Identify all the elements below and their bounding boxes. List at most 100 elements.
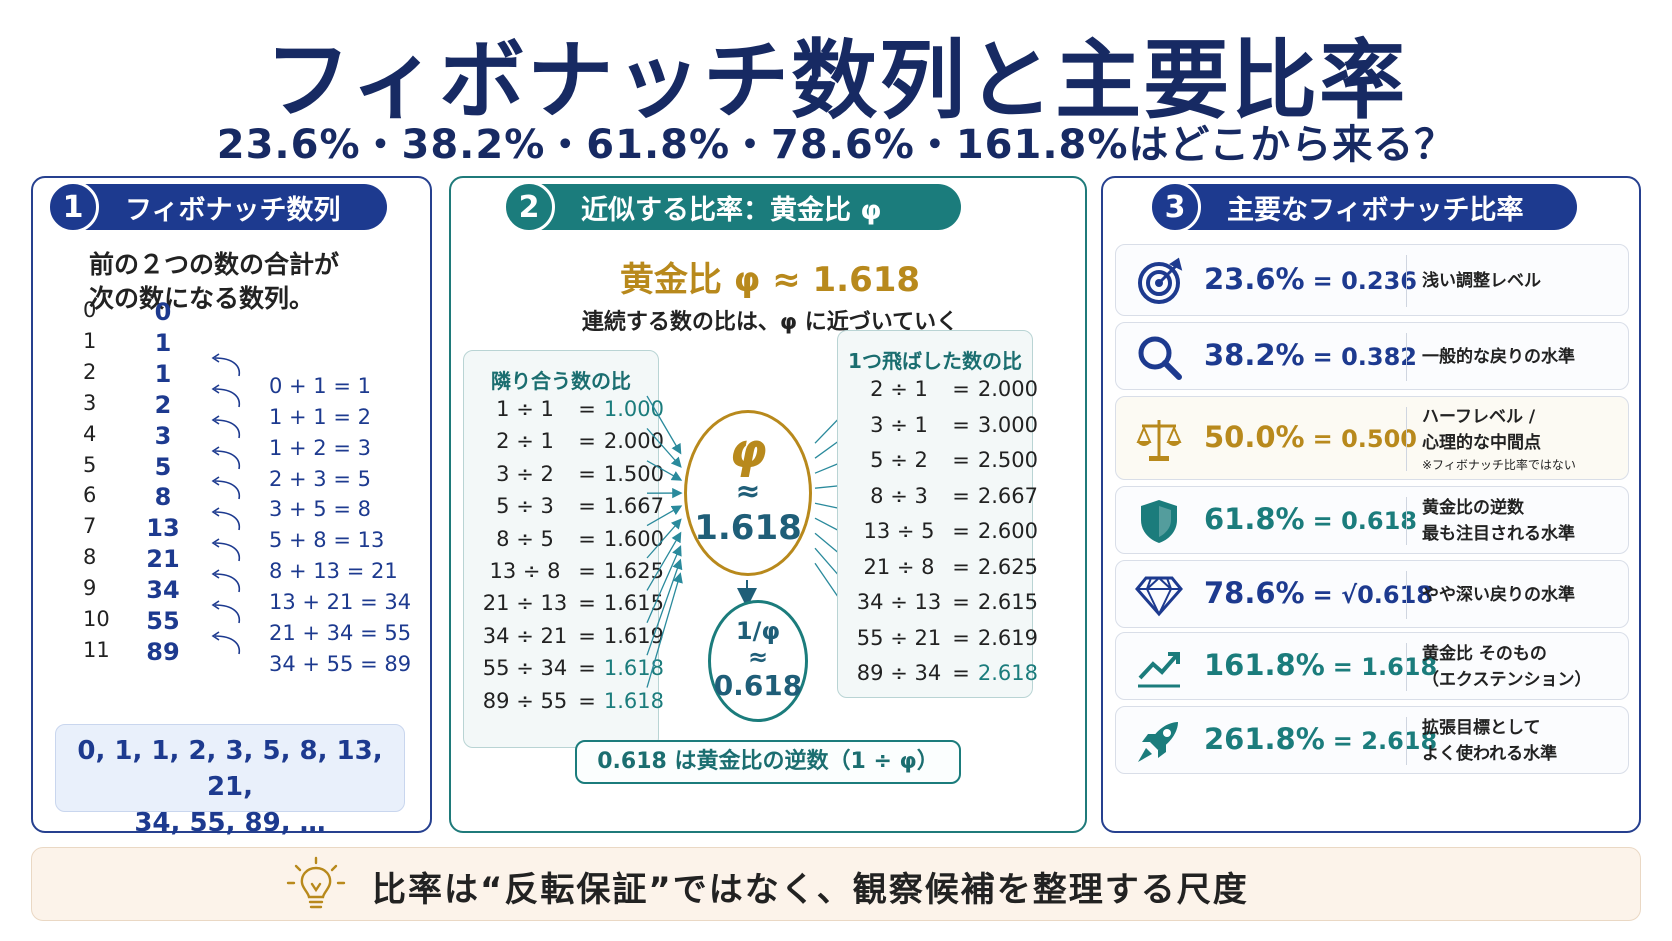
equals-sign: = <box>952 483 970 508</box>
ratio-decimal: = √0.618 <box>1312 581 1433 609</box>
sequence-index: 6 <box>83 483 97 508</box>
inverse-phi-oval: 1/φ ≈ 0.618 <box>708 600 808 722</box>
sequence-index: 3 <box>83 390 97 415</box>
ratio-row: 3 ÷ 2 = 1.500 <box>464 462 664 496</box>
panel3-number: 3 <box>1149 181 1201 233</box>
equals-sign: = <box>952 448 970 472</box>
ratio-value: 2.600 <box>977 519 1038 543</box>
sequence-value: 34 <box>146 576 180 605</box>
ratio-label: 161.8% = 1.618 <box>1204 648 1437 682</box>
convergence-arrow <box>646 460 683 481</box>
ratio-row: 13 ÷ 5 = 2.600 <box>838 519 1038 553</box>
panel1-title: フィボナッチ数列 <box>125 194 341 226</box>
card-divider <box>1406 333 1407 381</box>
curved-arrow-icon <box>211 507 241 531</box>
panel2-header: 2 近似する比率：黄金比 φ <box>503 181 961 233</box>
sequence-index: 10 <box>83 607 110 631</box>
ratio-expression: 34 ÷ 21 <box>482 623 568 648</box>
equals-sign: = <box>952 661 970 685</box>
bottom-note: 比率は“反転保証”ではなく、観察候補を整理する尺度 <box>31 847 1641 921</box>
sequence-value: 2 <box>154 390 172 419</box>
panel1-header: 1 フィボナッチ数列 <box>47 181 387 233</box>
curved-arrow-icon <box>211 414 241 438</box>
card-divider <box>1406 255 1407 307</box>
sequence-index: 0 <box>83 298 97 322</box>
equals-sign: = <box>578 494 596 519</box>
ratio-expression: 2 ÷ 1 <box>870 377 928 401</box>
ratio-percent: 261.8% <box>1204 722 1325 756</box>
ratio-description-line1: 浅い調整レベル <box>1422 271 1541 291</box>
equals-sign: = <box>578 429 596 454</box>
sequence-value: 1 <box>154 328 172 357</box>
ratio-value: 2.000 <box>977 377 1038 401</box>
ratio-expression: 55 ÷ 34 <box>482 656 568 681</box>
adjacent-ratio-title: 隣り合う数の比 <box>491 369 631 393</box>
ratio-expression: 21 ÷ 8 <box>863 554 935 579</box>
equals-sign: = <box>578 526 596 551</box>
convergence-arrow <box>646 395 682 455</box>
equals-sign: = <box>578 397 596 421</box>
panel2-number: 2 <box>503 181 555 233</box>
ratio-description-line2: よく使われる水準 <box>1422 744 1558 764</box>
sequence-value: 1 <box>154 359 172 388</box>
curved-arrow-icon <box>211 631 241 655</box>
panel-key-ratios: 3 主要なフィボナッチ比率 23.6% = 0.236 浅い調整レベル 38.2% = … <box>1101 176 1641 833</box>
curved-arrow-icon <box>211 445 241 469</box>
ratio-row: 3 ÷ 1 = 3.000 <box>838 412 1038 447</box>
ratio-expression: 21 ÷ 13 <box>482 591 568 616</box>
phi-symbol: φ <box>729 423 767 479</box>
phi-oval: φ ≈ 1.618 <box>684 410 812 576</box>
sequence-value: 21 <box>146 545 180 574</box>
panel-golden-ratio: 2 近似する比率：黄金比 φ 黄金比 φ ≈ 1.618 連続する数の比は、φ … <box>449 176 1087 833</box>
ratio-row: 2 ÷ 1 = 2.000 <box>838 377 1038 411</box>
ratio-card: 61.8% = 0.618 黄金比の逆数 最も注目される水準 <box>1115 486 1629 554</box>
ratio-value: 2.000 <box>603 429 664 454</box>
ratio-card: 261.8% = 2.618 拡張目標として よく使われる水準 <box>1115 706 1629 774</box>
lightbulb-icon <box>286 856 346 909</box>
sequence-row: 7 13 5 + 8 = 13 <box>33 507 433 552</box>
sequence-index: 2 <box>83 359 97 384</box>
ratio-value: 2.667 <box>977 483 1038 508</box>
ratio-value: 2.618 <box>977 661 1038 685</box>
ratio-description-line1: やや深い戻りの水準 <box>1422 585 1575 605</box>
skip-ratio-title: 1つ飛ばした数の比 <box>848 349 1022 373</box>
ratio-row: 2 ÷ 1 = 2.000 <box>464 429 664 463</box>
equals-sign: = <box>578 591 596 616</box>
sequence-index: 7 <box>83 514 97 539</box>
sequence-row: 6 8 3 + 5 = 8 <box>33 476 433 521</box>
equals-sign: = <box>578 623 596 648</box>
ratio-expression: 89 ÷ 34 <box>856 661 942 685</box>
card-divider <box>1406 497 1407 545</box>
diamond-icon <box>1135 576 1183 617</box>
sequence-row: 10 55 21 + 34 = 55 <box>33 600 433 645</box>
equals-sign: = <box>578 688 596 713</box>
phi-approx: ≈ <box>735 474 761 509</box>
ratio-expression: 13 ÷ 5 <box>863 519 935 543</box>
card-divider <box>1406 407 1407 471</box>
sequence-value: 89 <box>146 637 180 666</box>
ratio-decimal: = 0.618 <box>1312 507 1417 535</box>
ratio-value: 3.000 <box>977 412 1038 437</box>
ratio-percent: 50.0% <box>1204 420 1305 454</box>
panel1-number: 1 <box>47 181 99 233</box>
ratio-value: 1.618 <box>603 688 664 713</box>
ratio-row: 55 ÷ 21 = 2.619 <box>838 626 1038 660</box>
panel1-description: 前の２つの数の合計が 次の数になる数列。 <box>89 248 339 316</box>
sequence-index: 9 <box>83 576 97 601</box>
ratio-percent: 38.2% <box>1204 338 1305 372</box>
ratio-row: 34 ÷ 13 = 2.615 <box>838 590 1038 624</box>
sequence-summary: 0, 1, 1, 2, 3, 5, 8, 13, 21, 34, 55, 89,… <box>55 724 405 838</box>
magnifier-icon <box>1138 336 1182 380</box>
ratio-label: 78.6% = √0.618 <box>1204 576 1433 610</box>
ratio-row: 34 ÷ 21 = 1.619 <box>464 623 664 658</box>
equals-sign: = <box>578 559 596 583</box>
page-subtitle: 23.6%・38.2%・61.8%・78.6%・161.8%はどこから来る？ <box>216 122 1456 168</box>
ratio-description: 拡張目標として よく使われる水準 <box>1422 715 1557 767</box>
adjacent-ratio-box: 隣り合う数の比 1 ÷ 1 = 1.000 2 ÷ 1 = 2.000 3 ÷ 2 = 1.50… <box>463 350 664 748</box>
ratio-card: 38.2% = 0.382 一般的な戻りの水準 <box>1115 322 1629 390</box>
curved-arrow-icon <box>211 384 241 407</box>
ratio-expression: 3 ÷ 1 <box>870 412 928 437</box>
target-icon <box>1138 257 1183 304</box>
